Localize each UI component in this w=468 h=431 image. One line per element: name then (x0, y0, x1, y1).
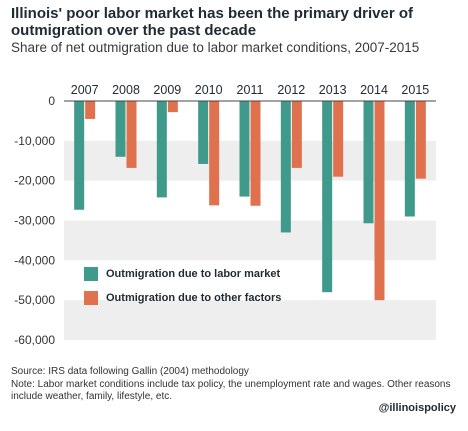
bar-other-2010 (209, 101, 220, 206)
grid-band (64, 220, 436, 261)
category-label: 2007 (71, 83, 99, 97)
category-label: 2015 (401, 83, 429, 97)
y-tick-label: -20,000 (14, 174, 55, 188)
chart-title: Illinois' poor labor market has been the… (11, 5, 414, 39)
note-text: Note: Labor market conditions include ta… (11, 378, 451, 403)
bar-other-2007 (85, 101, 96, 119)
grid-band (64, 300, 436, 340)
y-tick-label: -40,000 (14, 253, 55, 267)
bar-labor-2013 (322, 101, 333, 293)
legend: Outmigration due to labor market Outmigr… (84, 263, 281, 311)
bar-other-2014 (374, 101, 385, 301)
y-tick-label: -30,000 (14, 214, 55, 228)
grid-band (64, 140, 436, 181)
bar-other-2009 (167, 101, 178, 113)
bar-labor-2011 (239, 101, 250, 197)
bar-labor-2007 (74, 101, 85, 210)
bar-other-2011 (250, 101, 261, 206)
social-handle: @illinoispolicy (378, 402, 456, 414)
bar-labor-2010 (198, 101, 209, 164)
y-tick-label: -10,000 (14, 134, 55, 148)
y-tick-label: -60,000 (14, 333, 55, 347)
category-label: 2008 (112, 83, 140, 97)
category-label: 2012 (277, 83, 305, 97)
legend-swatch-labor (84, 266, 98, 281)
legend-swatch-other (84, 290, 98, 305)
y-axis: 0 -10,000 -20,000 -30,000 -40,000 -50,000 -60,… (14, 94, 55, 347)
bar-labor-2014 (363, 101, 374, 224)
legend-item-labor: Outmigration due to labor market (84, 263, 281, 284)
legend-label-labor: Outmigration due to labor market (106, 267, 281, 280)
chart-subtitle: Share of net outmigration due to labor m… (11, 40, 420, 55)
footer-notes: Source: IRS data following Gallin (2004)… (11, 366, 461, 404)
category-label: 2014 (360, 83, 388, 97)
bars-group (64, 100, 436, 301)
category-labels: 2007 2008 2009 2010 2011 2012 2013 2014 2015 (71, 83, 430, 97)
grid-bands (64, 140, 436, 340)
bar-labor-2008 (115, 101, 126, 157)
bar-labor-2009 (156, 101, 167, 198)
legend-item-other: Outmigration due to other factors (84, 287, 281, 308)
bar-other-2012 (291, 101, 302, 168)
category-label: 2009 (153, 83, 181, 97)
bar-other-2008 (126, 101, 137, 168)
legend-label-other: Outmigration due to other factors (106, 291, 282, 304)
bar-other-2013 (333, 101, 344, 177)
bar-labor-2015 (404, 101, 415, 217)
category-label: 2010 (195, 83, 223, 97)
bar-labor-2012 (280, 101, 291, 233)
source-text: Source: IRS data following Gallin (2004)… (11, 366, 249, 377)
y-tick-label: -50,000 (14, 293, 55, 307)
category-label: 2013 (319, 83, 347, 97)
y-tick-label: 0 (48, 94, 55, 108)
category-label: 2011 (237, 83, 264, 97)
bar-other-2015 (415, 101, 426, 179)
